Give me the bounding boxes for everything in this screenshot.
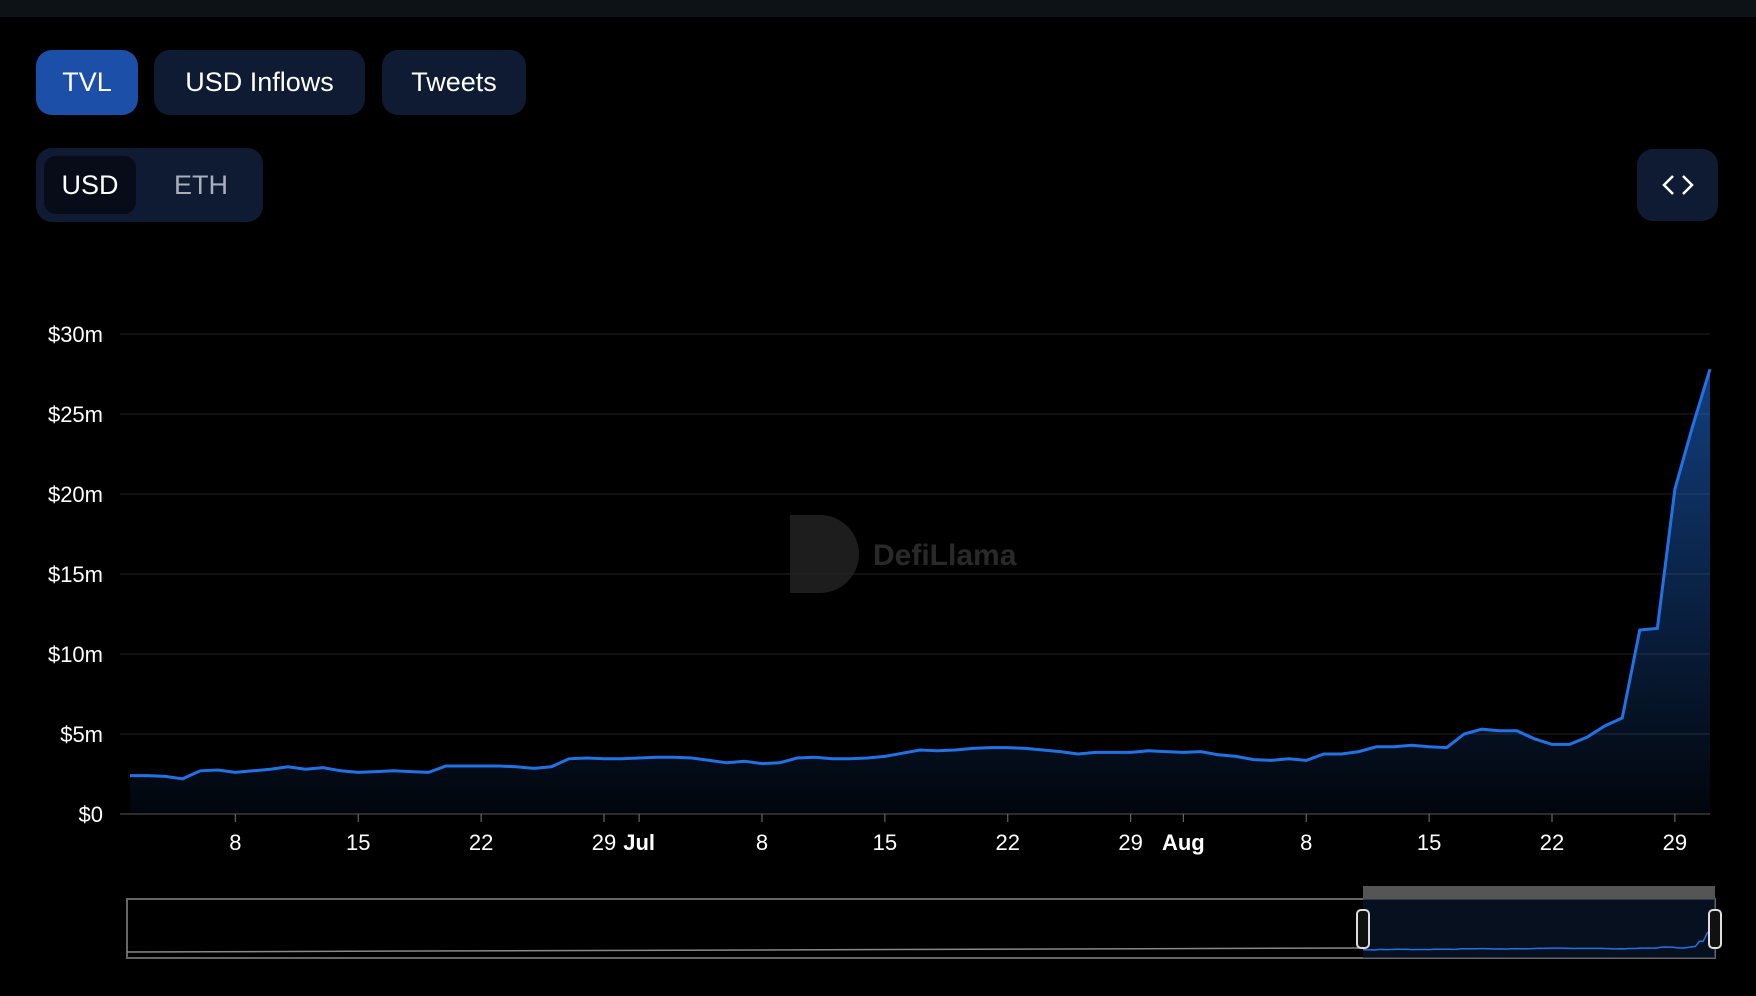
x-tick-label: 15 — [346, 830, 370, 855]
area-fill — [130, 369, 1710, 814]
x-tick-label: 29 — [1118, 830, 1142, 855]
x-tick-label: 22 — [1540, 830, 1564, 855]
tab-tvl[interactable]: TVL — [36, 50, 138, 115]
toggle-usd[interactable]: USD — [44, 156, 136, 214]
y-tick-label: $20m — [48, 482, 103, 507]
x-tick-label: Jul — [623, 830, 655, 855]
x-tick-label: Aug — [1162, 830, 1205, 855]
brush-handle — [1708, 909, 1722, 949]
y-tick-label: $25m — [48, 402, 103, 427]
x-tick-label: 15 — [873, 830, 897, 855]
x-tick-label: 8 — [229, 830, 241, 855]
watermark: DefiLlama — [790, 515, 1017, 593]
tab-usd-inflows[interactable]: USD Inflows — [154, 50, 365, 115]
line — [130, 368, 1712, 781]
x-tick-label: 8 — [1300, 830, 1312, 855]
embed-icon — [1661, 175, 1694, 195]
y-tick-label: $0 — [79, 802, 103, 827]
x-tick-label: 15 — [1417, 830, 1441, 855]
x-tick-label: 22 — [996, 830, 1020, 855]
x-tick-label: 22 — [469, 830, 493, 855]
y-tick-label: $5m — [60, 722, 103, 747]
y-tick-label: $15m — [48, 562, 103, 587]
y-tick-label: $30m — [48, 322, 103, 347]
brush-top-bar — [1363, 886, 1715, 899]
brush-mini-line — [1363, 925, 1716, 951]
toggle-eth[interactable]: ETH — [174, 169, 228, 200]
brush-history-line — [126, 947, 1364, 953]
x-tick-label: 29 — [592, 830, 616, 855]
x-tick-label: 8 — [756, 830, 768, 855]
top-bar — [0, 0, 1756, 17]
brush-handle — [1356, 909, 1370, 949]
x-tick-label: 29 — [1663, 830, 1687, 855]
tab-tweets[interactable]: Tweets — [382, 50, 526, 115]
embed-button[interactable] — [1637, 149, 1718, 221]
y-tick-label: $10m — [48, 642, 103, 667]
watermark-text: DefiLlama — [873, 539, 1017, 572]
denomination-toggle: USD ETH — [36, 148, 263, 222]
